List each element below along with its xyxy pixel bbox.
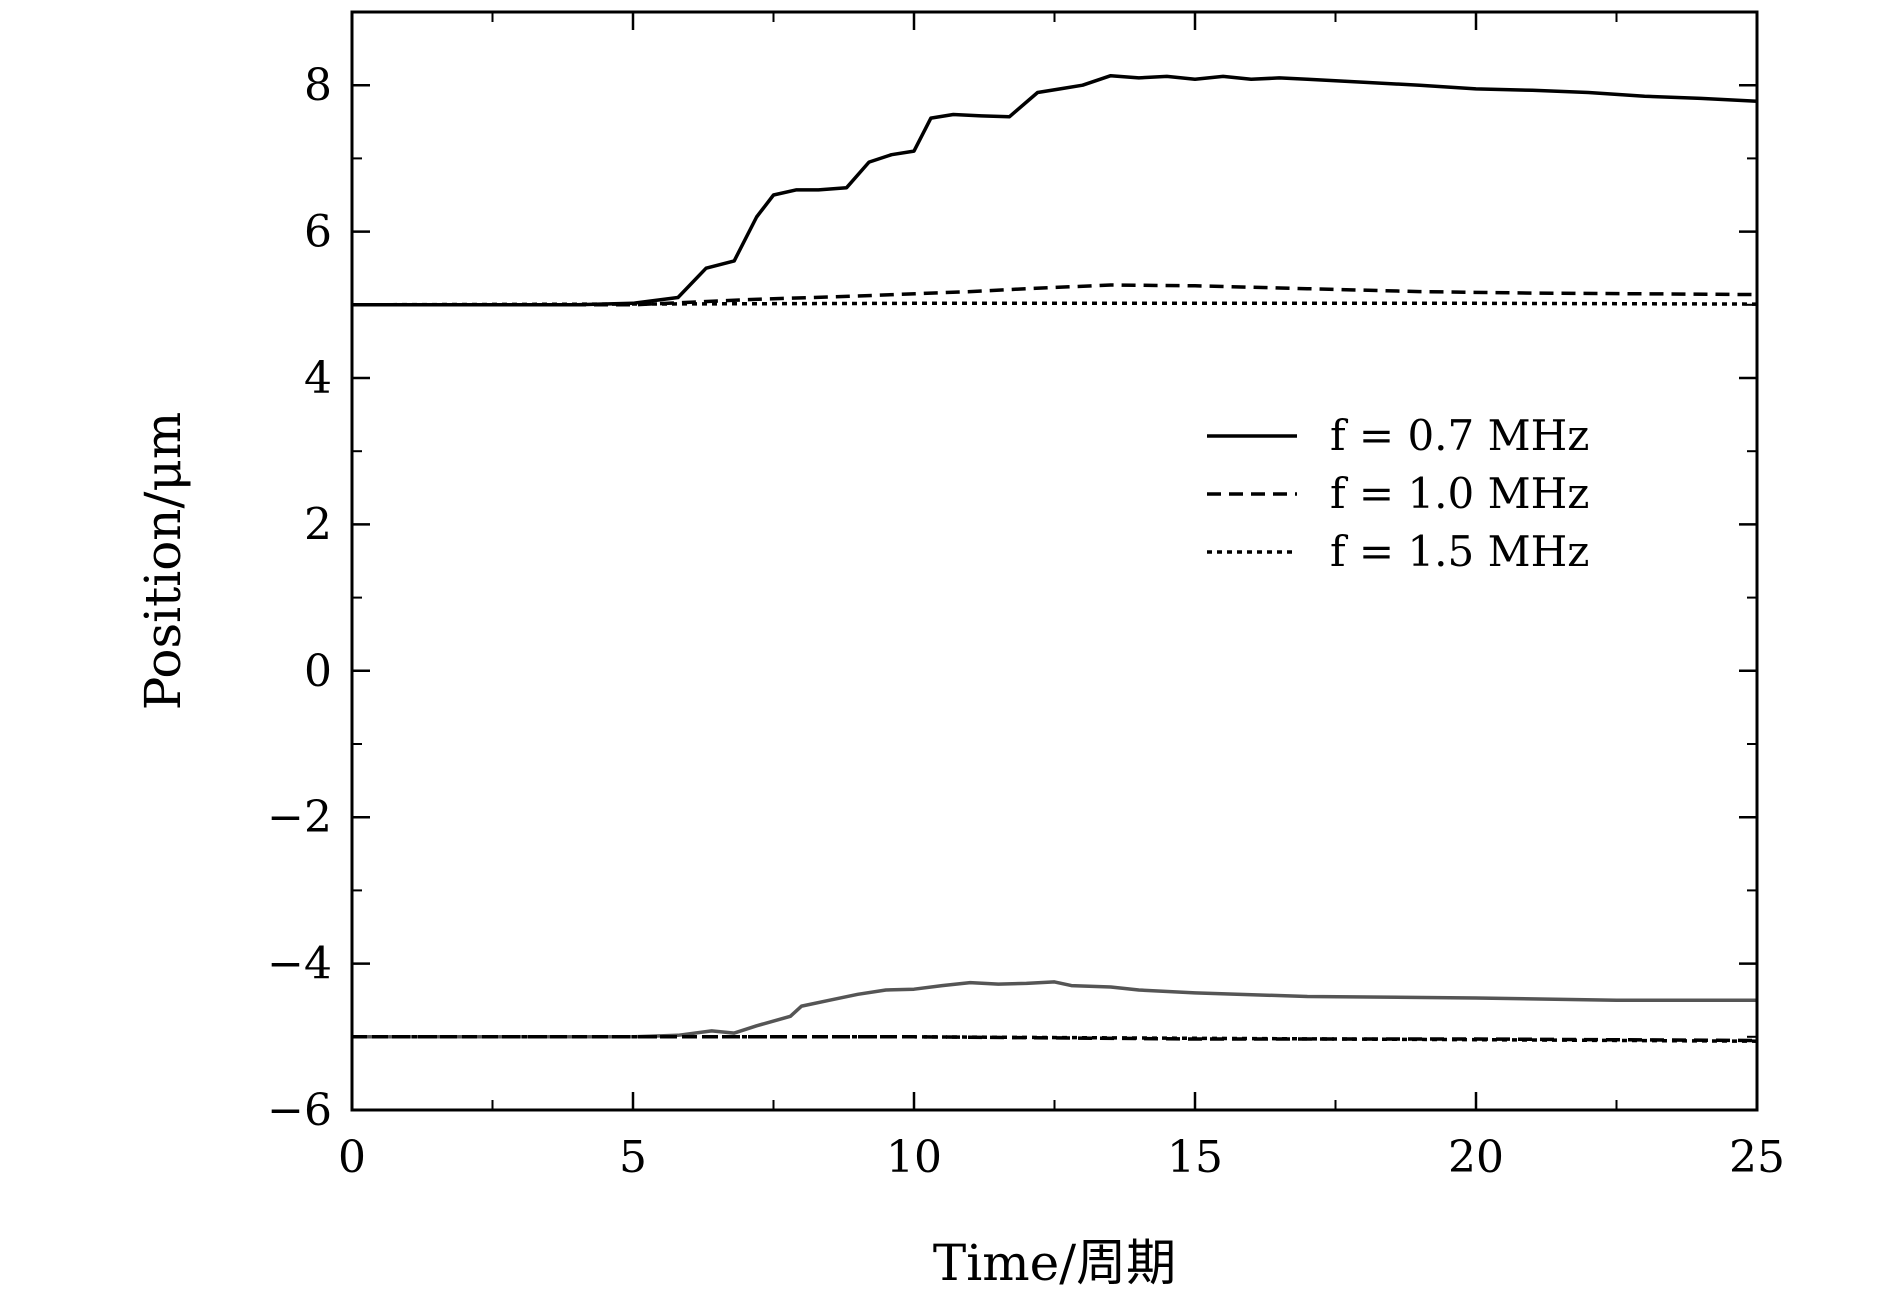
legend: f = 0.7 MHz f = 1.0 MHz f = 1.5 MHz: [1207, 411, 1589, 576]
x-tick-label: 0: [338, 1132, 366, 1183]
legend-label: f = 0.7 MHz: [1330, 411, 1589, 460]
y-tick-label: −6: [267, 1085, 332, 1136]
series-line-3: [352, 980, 1757, 1039]
y-tick-label: 2: [304, 499, 332, 550]
y-axis-label: Position/μm: [134, 412, 192, 711]
x-tick-label: 20: [1448, 1132, 1504, 1183]
series-line-2: [351, 301, 1758, 307]
y-tick-label: 4: [304, 353, 332, 404]
x-axis-label: Time/周期: [933, 1234, 1176, 1292]
y-tick-label: 0: [304, 646, 332, 697]
y-tick-label: 8: [304, 60, 332, 111]
x-tick-label: 25: [1729, 1132, 1785, 1183]
x-tick-label: 5: [619, 1132, 647, 1183]
x-tick-label: 10: [886, 1132, 942, 1183]
series-line-1: [352, 283, 1758, 307]
tick-layer: 0 5 10 15 20 25 −6 −4 −2 0 2 4 6 8: [267, 11, 1785, 1183]
series-line-5: [352, 1035, 1758, 1043]
x-tick-label: 15: [1167, 1132, 1223, 1183]
y-tick-label: −4: [267, 939, 332, 990]
legend-label: f = 1.5 MHz: [1330, 527, 1589, 576]
legend-label: f = 1.0 MHz: [1330, 469, 1589, 518]
y-tick-label: 6: [304, 207, 332, 258]
y-tick-label: −2: [267, 792, 332, 843]
series-line-0: [352, 73, 1758, 307]
series-layer: [351, 73, 1758, 1043]
